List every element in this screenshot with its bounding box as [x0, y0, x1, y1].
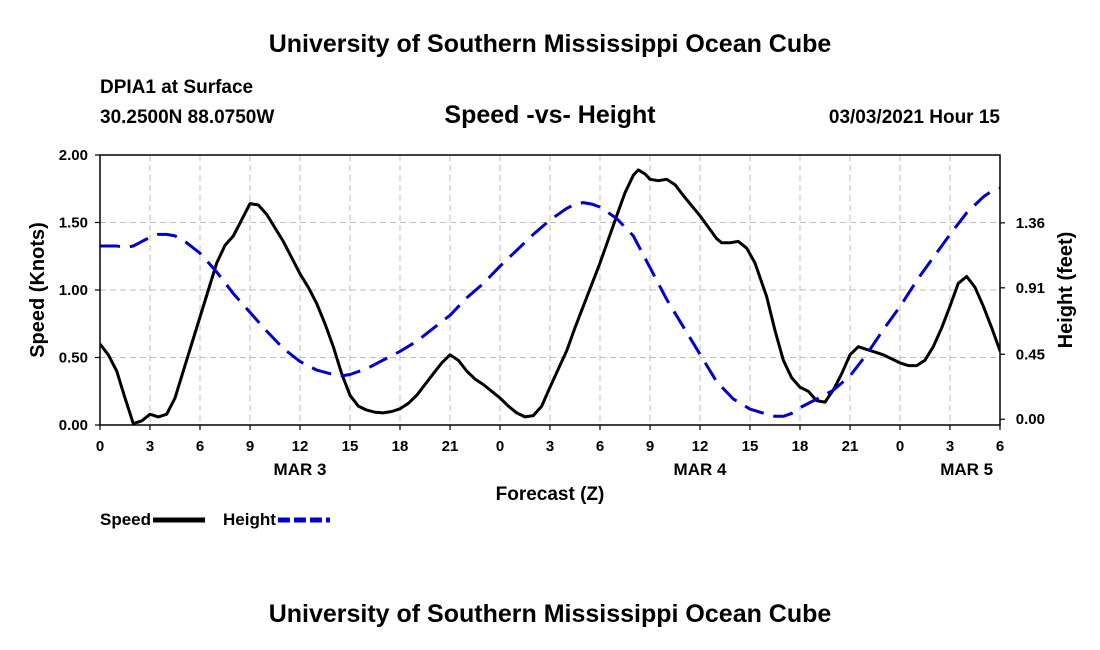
y2-tick-label: 1.36 [1016, 215, 1045, 232]
day-label: MAR 5 [940, 460, 993, 479]
y-tick-label: 1.00 [59, 282, 88, 299]
y-tick-label: 2.00 [59, 147, 88, 164]
legend-label: Height [223, 510, 276, 529]
legend-label: Speed [100, 510, 151, 529]
x-tick-label: 3 [146, 438, 154, 455]
day-label: MAR 3 [274, 460, 327, 479]
x-tick-label: 0 [496, 438, 504, 455]
chart-axes: 0 3 6 9 12 15 18 21 0 3 6 9 12 15 18 21 0 3 6 0.00 0.50 1.00 1… [59, 147, 1045, 479]
x-tick-label: 3 [546, 438, 554, 455]
x-tick-label: 6 [996, 438, 1004, 455]
station-label: DPIA1 at Surface [100, 77, 254, 98]
x-axis-label: Forecast (Z) [496, 484, 605, 505]
x-tick-label: 9 [246, 438, 254, 455]
x-tick-label: 6 [596, 438, 604, 455]
x-tick-label: 21 [442, 438, 459, 455]
x-tick-label: 12 [292, 438, 309, 455]
x-tick-label: 3 [946, 438, 954, 455]
speed-series-line [100, 168, 1000, 425]
day-label: MAR 4 [674, 460, 727, 479]
y-tick-label: 0.50 [59, 350, 88, 367]
chart-series [100, 168, 1000, 425]
x-tick-label: 6 [196, 438, 204, 455]
x-tick-label: 0 [896, 438, 904, 455]
y2-tick-label: 0.45 [1016, 346, 1045, 363]
x-tick-label: 12 [692, 438, 709, 455]
forecast-datetime: 03/03/2021 Hour 15 [828, 107, 1000, 128]
x-tick-label: 9 [646, 438, 654, 455]
chart-top-title: University of Southern Mississippi Ocean… [268, 30, 832, 58]
y2-tick-label: 0.00 [1016, 411, 1045, 428]
x-tick-label: 21 [842, 438, 859, 455]
y2-tick-label: 0.91 [1016, 280, 1045, 297]
y-tick-label: 0.00 [59, 417, 88, 434]
y2-axis-label: Height (feet) [1055, 232, 1077, 349]
station-coordinates: 30.2500N 88.0750W [100, 107, 275, 128]
x-tick-label: 18 [392, 438, 409, 455]
y-tick-label: 1.50 [59, 215, 88, 232]
y-axis-label: Speed (Knots) [27, 222, 49, 358]
chart-bottom-title: University of Southern Mississippi Ocean… [268, 600, 832, 628]
x-tick-label: 18 [792, 438, 809, 455]
height-series-line [100, 186, 1000, 418]
chart-subtitle: Speed -vs- Height [444, 101, 656, 129]
x-tick-label: 0 [96, 438, 104, 455]
x-tick-label: 15 [342, 438, 359, 455]
x-tick-label: 15 [742, 438, 759, 455]
chart-legend: Speed Height [100, 510, 330, 529]
